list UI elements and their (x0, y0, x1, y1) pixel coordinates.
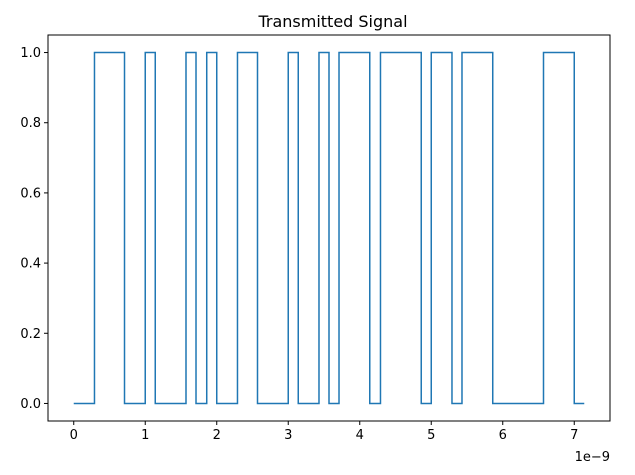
x-tick-label: 5 (427, 428, 435, 443)
y-tick-label: 0.0 (20, 397, 41, 412)
x-tick-label: 7 (570, 428, 578, 443)
y-tick-label: 0.6 (20, 186, 41, 201)
x-tick-label: 1 (141, 428, 149, 443)
x-tick-label: 0 (70, 428, 78, 443)
y-tick-label: 0.4 (20, 257, 41, 272)
chart-title: Transmitted Signal (257, 12, 407, 31)
y-tick-label: 1.0 (20, 46, 41, 61)
series-line-0 (73, 51, 585, 405)
x-tick-label: 2 (213, 428, 221, 443)
x-tick-label: 4 (356, 428, 364, 443)
x-tick-label: 6 (499, 428, 507, 443)
y-tick-label: 0.8 (20, 116, 41, 131)
plot-area (73, 51, 585, 405)
axes: 0 1 2 3 4 5 6 7 0.0 0.2 0.4 0.6 0.8 1.0 (20, 34, 611, 443)
x-axis-offset-label: 1e−9 (575, 450, 610, 465)
y-tick-label: 0.2 (20, 327, 41, 342)
x-tick-label: 3 (284, 428, 292, 443)
axes-frame (47, 34, 611, 422)
